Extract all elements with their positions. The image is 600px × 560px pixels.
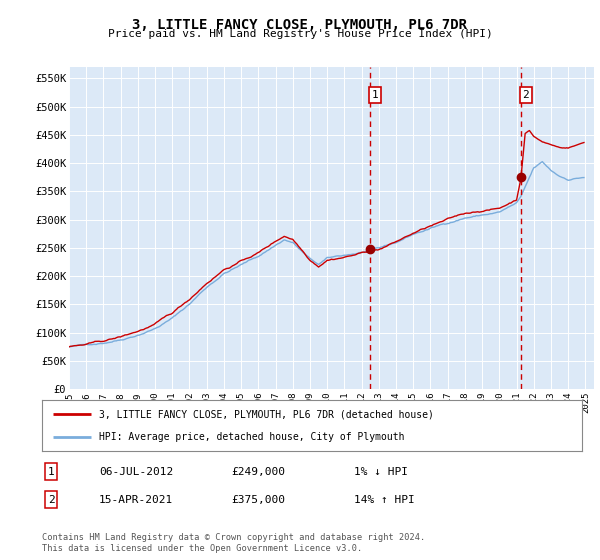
Text: 3, LITTLE FANCY CLOSE, PLYMOUTH, PL6 7DR: 3, LITTLE FANCY CLOSE, PLYMOUTH, PL6 7DR [133,18,467,32]
Text: 1% ↓ HPI: 1% ↓ HPI [354,466,408,477]
Text: 2: 2 [47,494,55,505]
Text: 1: 1 [47,466,55,477]
Text: 2: 2 [523,90,529,100]
Text: £375,000: £375,000 [231,494,285,505]
Text: 14% ↑ HPI: 14% ↑ HPI [354,494,415,505]
Text: Contains HM Land Registry data © Crown copyright and database right 2024.
This d: Contains HM Land Registry data © Crown c… [42,533,425,553]
Text: Price paid vs. HM Land Registry's House Price Index (HPI): Price paid vs. HM Land Registry's House … [107,29,493,39]
Text: HPI: Average price, detached house, City of Plymouth: HPI: Average price, detached house, City… [98,432,404,442]
Text: 15-APR-2021: 15-APR-2021 [99,494,173,505]
Text: 06-JUL-2012: 06-JUL-2012 [99,466,173,477]
Text: 3, LITTLE FANCY CLOSE, PLYMOUTH, PL6 7DR (detached house): 3, LITTLE FANCY CLOSE, PLYMOUTH, PL6 7DR… [98,409,434,419]
Text: 1: 1 [372,90,379,100]
Text: £249,000: £249,000 [231,466,285,477]
